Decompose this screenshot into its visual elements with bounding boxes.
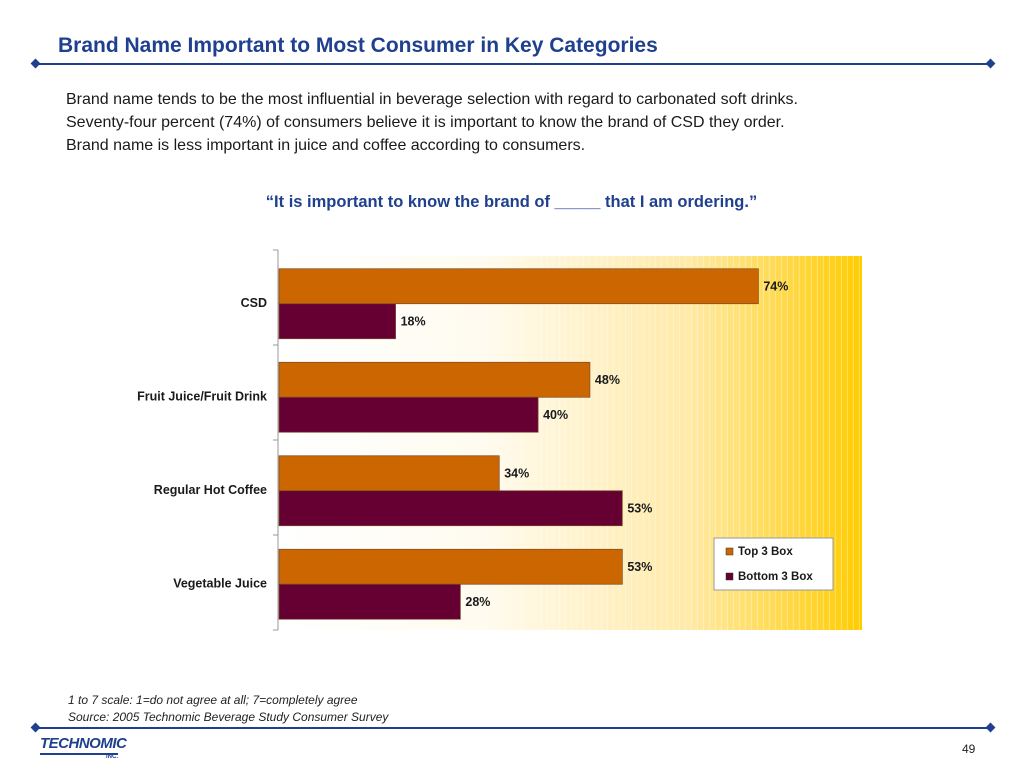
category-label: CSD (241, 296, 267, 310)
data-label: 53% (627, 501, 652, 515)
page-number: 49 (962, 742, 976, 756)
footnote-source: Source: 2005 Technomic Beverage Study Co… (68, 710, 389, 724)
data-label: 40% (543, 408, 568, 422)
bar-bottom-3-box (278, 583, 461, 620)
technomic-logo: TECHNOMIC INC. (40, 735, 127, 760)
bar-top-3-box (278, 268, 759, 305)
logo-text: TECHNOMIC (40, 735, 127, 752)
body-line: Brand name is less important in juice an… (66, 137, 586, 154)
data-label: 74% (763, 279, 788, 293)
footnote-scale: 1 to 7 scale: 1=do not agree at all; 7=c… (68, 693, 358, 707)
bar-top-3-box (278, 548, 623, 585)
data-label: 34% (504, 466, 529, 480)
legend-box (713, 537, 834, 591)
bar-top-3-box (278, 361, 591, 398)
title-divider (36, 63, 990, 65)
body-line: Seventy-four percent (74%) of consumers … (66, 114, 785, 131)
category-label: Regular Hot Coffee (154, 483, 267, 497)
legend-swatch (725, 547, 734, 556)
legend-label: Bottom 3 Box (738, 571, 813, 583)
logo-inc: INC. (106, 754, 118, 760)
category-label: Vegetable Juice (173, 576, 267, 590)
legend-label: Top 3 Box (738, 546, 793, 558)
legend-swatch (725, 572, 734, 581)
body-line: Brand name tends to be the most influent… (66, 91, 798, 108)
bar-bottom-3-box (278, 490, 623, 527)
bar-top-3-box (278, 455, 500, 492)
category-label: Fruit Juice/Fruit Drink (137, 389, 267, 403)
data-label: 53% (627, 560, 652, 574)
footer-divider (36, 727, 990, 729)
data-label: 28% (465, 595, 490, 609)
chart-question: “It is important to know the brand of __… (265, 193, 758, 211)
data-label: 48% (595, 373, 620, 387)
slide-title: Brand Name Important to Most Consumer in… (58, 34, 658, 57)
bar-bottom-3-box (278, 396, 539, 433)
body-text: Brand name tends to be the most influent… (66, 88, 966, 157)
bar-bottom-3-box (278, 303, 396, 340)
data-label: 18% (401, 314, 426, 328)
logo-underline (40, 753, 118, 755)
